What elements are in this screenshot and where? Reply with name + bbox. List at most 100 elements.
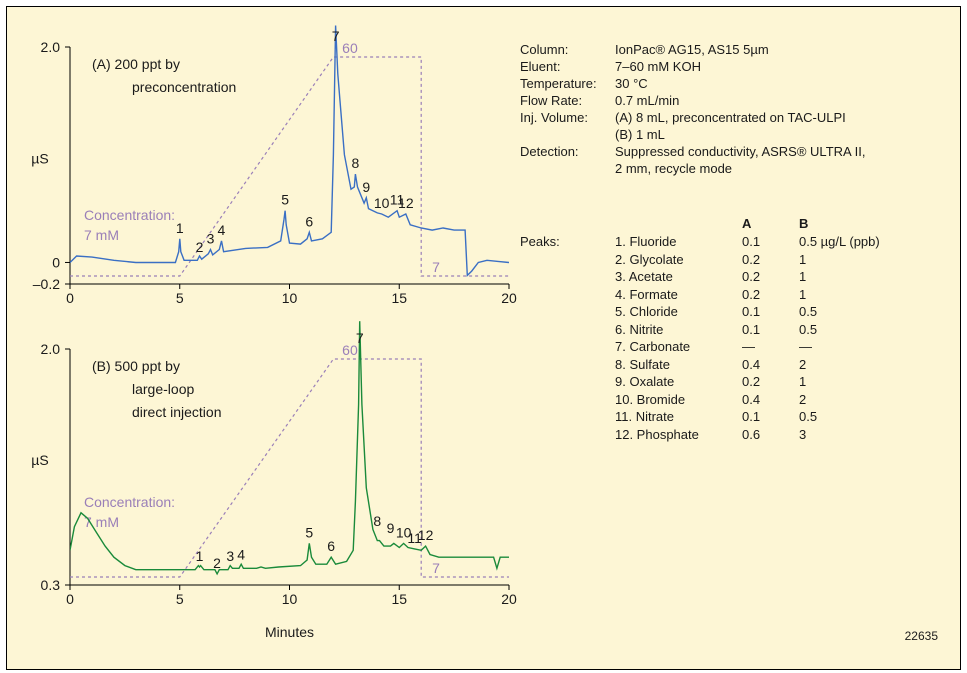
gradient-low-label: 7 [432,259,440,275]
panel-title: preconcentration [132,79,236,95]
conditions-panel: Column: IonPac® AG15, AS15 5µm Eluent: 7–60… [520,42,940,602]
peak-label: 4 [237,547,245,563]
peak-amount-a: 0.1 [742,304,761,319]
peak-name: 9. Oxalate [615,374,675,389]
figure-frame: 0 5 10 15 20 2.0 0 –0.2 µS 60 7 (A) 200 ppt by preco… [6,6,961,670]
peak-amount-a: 0.4 [742,356,761,372]
x-tick-label: 15 [391,290,407,306]
peak-amount-b: 0.5 µg/L (ppb) [799,234,880,249]
x-tick-label: 15 [391,591,407,607]
gradient-low-label: 7 [432,560,440,576]
x-tick-label: 20 [501,591,517,607]
peak-label: 6 [305,213,313,229]
peak-amount-b: 1 [799,286,807,302]
peak-amount-a: 0.1 [742,409,761,424]
peak-label: 3 [207,231,215,247]
condition-key: Flow Rate: [520,93,583,108]
peak-name: 6. Nitrite [615,321,664,337]
peak-amount-b: 1 [799,269,807,284]
y-axis-label: µS [31,151,48,167]
condition-key: Eluent: [520,59,561,74]
peak-label: 10 [374,195,390,211]
condition-value: 7–60 mM KOH [615,59,701,74]
peak-label: 2 [196,239,204,255]
peak-amount-a: 0.2 [742,286,761,302]
peak-label: 1 [176,220,184,236]
concentration-value: 7 mM [84,227,119,243]
gradient-high-label: 60 [342,40,358,56]
x-tick-label: 5 [176,591,184,607]
condition-value: Suppressed conductivity, ASRS® ULTRA II, [615,144,866,159]
peak-name: 4. Formate [615,286,678,302]
concentration-label: Concentration: [84,494,175,510]
x-tick-label: 5 [176,290,184,306]
condition-key: Column: [520,42,569,57]
peak-label: 7 [332,28,340,44]
peaks-col-a: A [742,216,752,231]
peak-label: 11 [390,192,405,208]
chromatogram-trace [70,25,509,277]
peak-name: 7. Carbonate [615,339,691,354]
panel-title: (A) 200 ppt by [92,56,180,72]
gradient-program-line [70,56,509,277]
peak-label: 10 [396,524,412,540]
peak-amount-b: 1 [799,374,807,389]
concentration-label: Concentration: [84,207,175,223]
x-axis-label: Minutes [265,624,314,640]
peak-label: 8 [351,155,359,171]
y-tick-label: 0 [52,254,60,270]
panel-title: direct injection [132,404,222,420]
peak-name: 2. Glycolate [615,251,684,267]
y-tick-label: 0.3 [41,577,61,593]
peak-label: 12 [398,195,414,211]
y-tick-label: 2.0 [41,341,61,357]
peak-amount-a: 0.2 [742,269,761,284]
condition-value: IonPac® AG15, AS15 5µm [615,42,769,57]
x-tick-label: 10 [282,290,298,306]
peaks-col-b: B [799,216,809,231]
peaks-title: Peaks: [520,234,560,249]
peak-label: 12 [418,527,434,543]
y-axis-label: µS [31,452,48,468]
peak-name: 3. Acetate [615,269,673,284]
peak-amount-b: — [799,339,812,354]
condition-value: (B) 1 mL [615,127,665,142]
peak-amount-b: 2 [799,391,807,407]
peak-amount-a: 0.4 [742,391,761,407]
condition-key: Temperature: [520,76,597,91]
peak-label: 5 [281,192,289,208]
peak-label: 9 [387,520,395,536]
peak-amount-a: 0.2 [742,374,761,389]
peak-amount-a: 0.1 [742,234,761,249]
condition-key: Detection: [520,144,579,159]
peak-amount-a: — [742,339,755,354]
gradient-high-label: 60 [342,342,358,358]
figure-id: 22635 [904,629,938,643]
peak-label: 4 [218,222,226,238]
gradient-program-line [70,358,509,578]
peak-name: 5. Chloride [615,304,678,319]
peak-amount-a: 0.6 [742,426,761,442]
condition-key: Inj. Volume: [520,110,588,125]
peak-label: 5 [305,524,313,540]
peak-label: 8 [373,513,381,529]
peak-amount-b: 1 [799,251,807,267]
peak-label: 3 [226,548,234,564]
y-tick-label: 2.0 [41,39,61,55]
condition-value: (A) 8 mL, preconcentrated on TAC-ULPI [615,110,846,125]
panel-title: (B) 500 ppt by [92,358,180,374]
peak-label: 7 [356,330,364,346]
peak-amount-b: 0.5 [799,321,818,337]
x-tick-label: 0 [66,290,74,306]
panel-title: large-loop [132,381,194,397]
peak-label: 2 [213,555,221,571]
peak-name: 11. Nitrate [615,409,675,424]
peak-amount-a: 0.1 [742,321,761,337]
peak-amount-a: 0.2 [742,251,761,267]
x-tick-label: 20 [501,290,517,306]
peak-label: 9 [362,179,370,195]
peak-amount-b: 2 [799,356,807,372]
x-tick-label: 0 [66,591,74,607]
chromatogram-trace [70,321,509,576]
